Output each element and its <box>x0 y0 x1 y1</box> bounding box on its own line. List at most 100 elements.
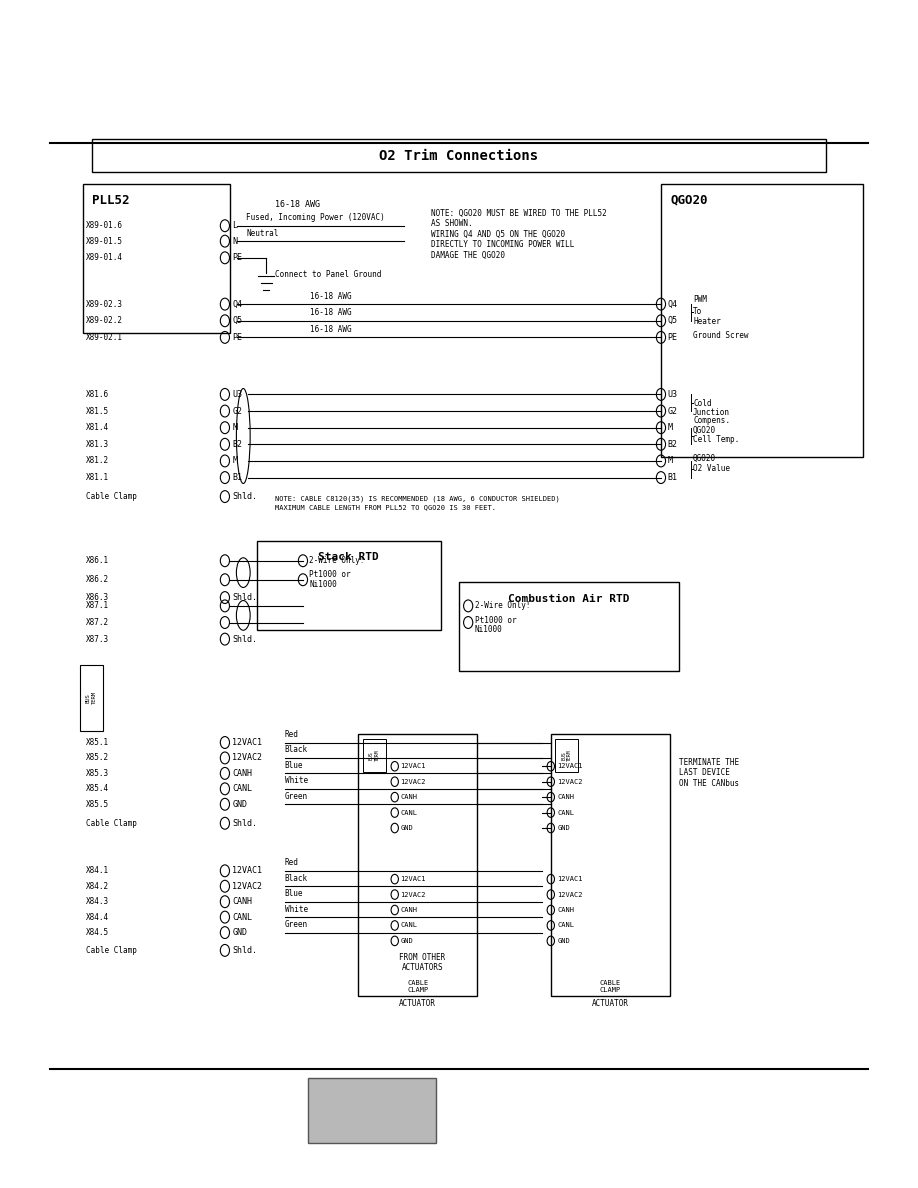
Text: 12VAC2: 12VAC2 <box>232 881 263 891</box>
Text: Pt1000 or: Pt1000 or <box>309 570 351 580</box>
Text: B2: B2 <box>667 440 677 449</box>
Text: 12VAC1: 12VAC1 <box>232 866 263 876</box>
Text: Q4: Q4 <box>232 299 242 309</box>
Text: White: White <box>285 776 308 785</box>
Text: X86.3: X86.3 <box>86 593 109 602</box>
Text: CANH: CANH <box>400 906 418 914</box>
Text: ACTUATOR: ACTUATOR <box>592 999 629 1009</box>
Bar <box>551 734 670 996</box>
Text: Ground Screw: Ground Screw <box>693 330 748 340</box>
Text: M: M <box>232 456 237 466</box>
Bar <box>92 139 826 172</box>
Text: O2 Value: O2 Value <box>693 463 730 473</box>
Text: X84.3: X84.3 <box>86 897 109 906</box>
Text: Neutral: Neutral <box>246 228 278 238</box>
Text: PE: PE <box>667 333 677 342</box>
Text: Cell Temp.: Cell Temp. <box>693 435 739 444</box>
Text: B1: B1 <box>232 473 242 482</box>
Text: O2 Trim Connections: O2 Trim Connections <box>379 148 539 163</box>
Text: Pt1000 or: Pt1000 or <box>475 615 516 625</box>
Text: U3: U3 <box>667 390 677 399</box>
Text: QGO20: QGO20 <box>693 454 716 463</box>
Text: 12VAC1: 12VAC1 <box>232 738 263 747</box>
Text: CABLE
CLAMP: CABLE CLAMP <box>407 980 429 992</box>
Text: X81.1: X81.1 <box>86 473 109 482</box>
Bar <box>257 541 441 630</box>
Text: B2: B2 <box>232 440 242 449</box>
Text: M: M <box>667 456 672 466</box>
Text: Cable Clamp: Cable Clamp <box>86 819 137 828</box>
Text: CANL: CANL <box>232 784 252 794</box>
Text: GND: GND <box>557 937 570 944</box>
Text: M: M <box>232 423 237 432</box>
Text: GND: GND <box>557 824 570 832</box>
Text: TERMINATE THE
LAST DEVICE
ON THE CANbus: TERMINATE THE LAST DEVICE ON THE CANbus <box>679 758 739 788</box>
Text: X86.2: X86.2 <box>86 575 109 584</box>
Text: X81.6: X81.6 <box>86 390 109 399</box>
Text: To: To <box>693 307 702 316</box>
Text: 2-Wire Only!: 2-Wire Only! <box>475 601 530 611</box>
Text: X84.1: X84.1 <box>86 866 109 876</box>
Bar <box>459 582 679 671</box>
Text: X89-01.5: X89-01.5 <box>86 236 123 246</box>
Text: Fused, Incoming Power (120VAC): Fused, Incoming Power (120VAC) <box>246 213 385 222</box>
Text: 16-18 AWG: 16-18 AWG <box>309 324 352 334</box>
Text: FROM OTHER
ACTUATORS: FROM OTHER ACTUATORS <box>399 953 445 972</box>
Text: X89-02.1: X89-02.1 <box>86 333 123 342</box>
Text: 12VAC2: 12VAC2 <box>400 891 426 898</box>
Text: Shld.: Shld. <box>232 946 257 955</box>
Text: Shld.: Shld. <box>232 634 257 644</box>
Text: 16-18 AWG: 16-18 AWG <box>275 200 320 209</box>
Text: Shld.: Shld. <box>232 819 257 828</box>
Bar <box>358 734 477 996</box>
Text: Junction: Junction <box>693 407 730 417</box>
Text: CABLE
CLAMP: CABLE CLAMP <box>599 980 621 992</box>
Text: White: White <box>285 904 308 914</box>
Text: Compens.: Compens. <box>693 416 730 425</box>
Text: CANL: CANL <box>400 809 418 816</box>
Text: Green: Green <box>285 791 308 801</box>
Text: 12VAC1: 12VAC1 <box>400 763 426 770</box>
Text: PLL52: PLL52 <box>92 194 129 207</box>
Text: Green: Green <box>285 920 308 929</box>
Text: GND: GND <box>232 928 247 937</box>
Text: GND: GND <box>400 824 413 832</box>
Text: 12VAC2: 12VAC2 <box>557 891 583 898</box>
Text: N: N <box>232 236 237 246</box>
Text: Combustion Air RTD: Combustion Air RTD <box>509 594 630 604</box>
Text: 12VAC2: 12VAC2 <box>232 753 263 763</box>
Text: Stack RTD: Stack RTD <box>319 552 379 562</box>
Text: NOTE: CABLE C8120(35) IS RECOMMENDED (18 AWG, 6 CONDUCTOR SHIELDED): NOTE: CABLE C8120(35) IS RECOMMENDED (18… <box>275 495 560 503</box>
Text: Cable Clamp: Cable Clamp <box>86 492 137 501</box>
Text: GND: GND <box>400 937 413 944</box>
Text: X89-01.6: X89-01.6 <box>86 221 123 230</box>
Text: X87.3: X87.3 <box>86 634 109 644</box>
Text: X87.2: X87.2 <box>86 618 109 627</box>
Text: CANH: CANH <box>232 769 252 778</box>
Text: 2-Wire Only!: 2-Wire Only! <box>309 556 364 565</box>
Text: 16-18 AWG: 16-18 AWG <box>309 308 352 317</box>
Text: X85.5: X85.5 <box>86 800 109 809</box>
Text: CANH: CANH <box>557 906 575 914</box>
Text: X86.1: X86.1 <box>86 556 109 565</box>
Text: BUS
TERM: BUS TERM <box>369 750 379 762</box>
Text: ACTUATOR: ACTUATOR <box>399 999 436 1009</box>
Text: GND: GND <box>232 800 247 809</box>
Text: Red: Red <box>285 858 298 867</box>
Bar <box>80 665 103 731</box>
Text: X87.1: X87.1 <box>86 601 109 611</box>
Text: Black: Black <box>285 873 308 883</box>
Text: X84.4: X84.4 <box>86 912 109 922</box>
Text: BUS
TERM: BUS TERM <box>562 750 572 762</box>
Text: L: L <box>232 221 237 230</box>
Text: X89-01.4: X89-01.4 <box>86 253 123 263</box>
Text: CANL: CANL <box>557 809 575 816</box>
Text: Q5: Q5 <box>232 316 242 326</box>
Text: X85.2: X85.2 <box>86 753 109 763</box>
Text: QGO20: QGO20 <box>693 425 716 435</box>
Text: X84.5: X84.5 <box>86 928 109 937</box>
Text: M: M <box>667 423 672 432</box>
Text: 12VAC1: 12VAC1 <box>400 876 426 883</box>
Text: 12VAC1: 12VAC1 <box>557 763 583 770</box>
Bar <box>555 739 578 772</box>
